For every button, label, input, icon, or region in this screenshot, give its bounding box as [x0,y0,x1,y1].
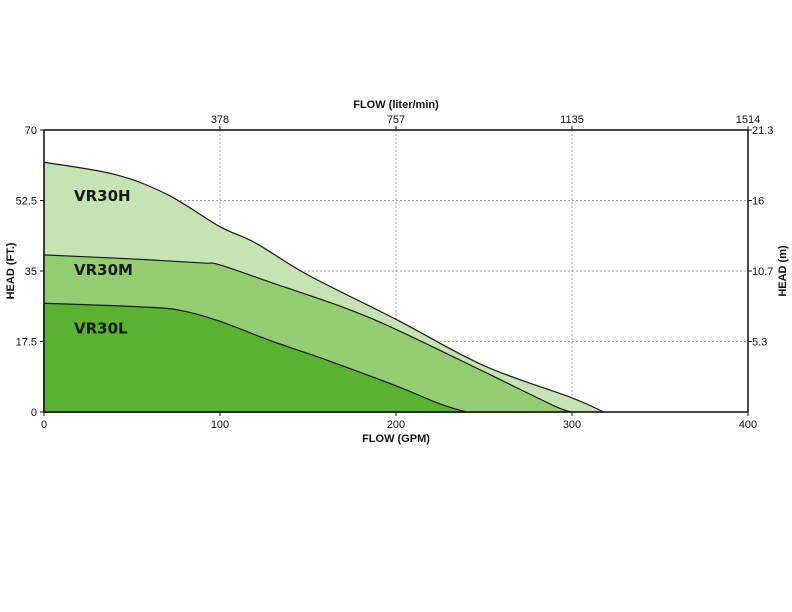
y2-tick-label: 5.3 [752,337,767,349]
area-vr30l [43,302,467,413]
series-label-vr30h: VR30H [74,187,131,205]
y-tick-label: 35 [25,266,37,278]
y2-tick-label: 21.3 [752,125,773,137]
y-tick-label: 0 [31,407,37,419]
y-tick-label: 17.5 [16,337,37,349]
y2-tick-label: 10.7 [752,266,773,278]
right-y-axis-title: HEAD (m) [777,245,789,297]
area-layer [43,161,604,413]
x2-tick-label: 1514 [736,114,760,126]
y2-tick-label: 16 [752,196,764,208]
y-tick-label: 52.5 [16,196,37,208]
x-tick-label: 200 [387,419,405,431]
series-label-vr30l: VR30L [74,320,128,338]
x2-tick-label: 757 [387,114,405,126]
x-tick-label: 0 [41,419,47,431]
x-tick-label: 400 [739,419,757,431]
x-axis-title: FLOW (GPM) [362,433,430,445]
tick-layer: 0 100 200 300 400 0 17.5 35 52.5 70 378 757 1135 1514… [16,114,774,431]
y-axis-title: HEAD (FT.) [5,242,17,299]
series-label-layer: VR30H VR30M VR30L [74,187,133,338]
y-tick-label: 70 [25,125,37,137]
x-tick-label: 100 [211,419,229,431]
x-tick-label: 300 [563,419,581,431]
series-label-vr30m: VR30M [74,261,133,279]
x2-tick-label: 1135 [560,114,584,126]
x2-tick-label: 378 [211,114,229,126]
top-x-axis-title: FLOW (liter/min) [353,99,439,111]
